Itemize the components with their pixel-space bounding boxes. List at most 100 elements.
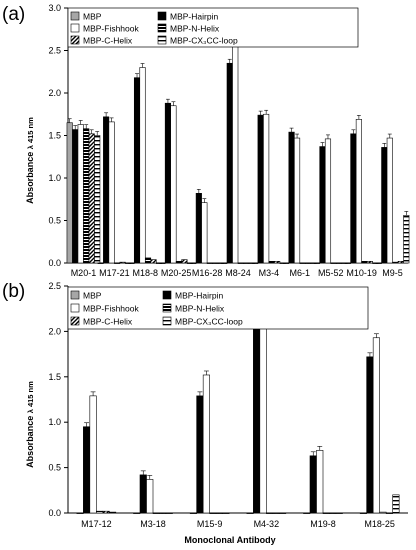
bar-mbp-n-helix-m8-24 <box>237 262 244 264</box>
bar-mbp-c-helix-m10-19 <box>366 260 373 264</box>
chart-panel-a: (a) 0.0 0.5 1.0 1.5 2.0 2.5 3.0 M20-1 M17-21 M18-8… <box>2 3 410 298</box>
bar-mbp-hairpin-m15-9 <box>196 395 204 514</box>
legend-box <box>67 286 369 330</box>
x-tick-label: M6-1 <box>290 268 311 278</box>
legend-box <box>67 7 359 48</box>
bar-mbp-hairpin-m8-24 <box>226 62 233 264</box>
bar-mbp-fishhook-m6-1 <box>294 137 301 264</box>
y-tick-label: 0.0 <box>48 258 61 268</box>
bar-mbp-fishhook-m17-12 <box>89 395 97 514</box>
bar-mbp-n-helix-m16-28 <box>206 262 213 264</box>
legend-swatch-mbp-n-helix <box>162 303 172 313</box>
bar-mbp-c-helix-m20-1 <box>88 133 95 264</box>
bar-mbp-c-helix-m6-1 <box>305 262 312 264</box>
bar-mbp-m3-18 <box>133 512 141 514</box>
bar-mbp-cx-cc-loop-m9-5 <box>403 215 410 264</box>
legend-swatch-mbp-c-helix <box>70 316 80 326</box>
bar-mbp-m20-1 <box>66 122 73 264</box>
bar-mbp-n-helix-m3-4 <box>268 260 275 264</box>
legend-swatch-mbp-n-helix <box>157 23 167 33</box>
bar-mbp-c-helix-m18-8 <box>150 259 157 264</box>
bar-mbp-n-helix-m20-25 <box>175 260 182 264</box>
x-tick-label: M17-21 <box>99 268 130 278</box>
bar-mbp-hairpin-m20-1 <box>72 129 79 264</box>
bar-mbp-m17-21 <box>97 262 104 264</box>
bar-mbp-hairpin-m9-5 <box>381 147 388 264</box>
bar-mbp-n-helix-m20-1 <box>83 128 90 264</box>
bar-mbp-n-helix-m18-8 <box>144 257 152 264</box>
bar-mbp-m16-28 <box>190 262 197 264</box>
legend-swatch-mbp <box>70 290 80 300</box>
x-tick-label: M20-1 <box>71 268 97 278</box>
legend-label-mbp-c-helix: MBP-C-Helix <box>83 317 133 327</box>
legend-label-mbp: MBP <box>83 12 102 22</box>
bar-mbp-m18-25 <box>359 512 367 514</box>
chart-panel-b: (b) 0.0 0.5 1.0 1.5 2.0 2.5 M17-12 M3-18 M15-9 M4-… <box>2 281 408 545</box>
bar-mbp-hairpin-m10-19 <box>350 133 357 264</box>
x-tick-label: M18-8 <box>133 268 159 278</box>
bar-mbp-n-helix-m17-21 <box>114 262 121 264</box>
bar-mbp-c-helix-m8-24 <box>243 262 250 264</box>
bar-mbp-m3-4 <box>252 262 259 264</box>
y-axis-label: Absorbance λ 415 nm <box>25 117 35 204</box>
bar-mbp-m8-24 <box>221 262 228 264</box>
y-tick-label: 1.5 <box>48 372 61 382</box>
x-tick-label: M10-19 <box>346 268 377 278</box>
bar-mbp-c-helix-m3-18 <box>159 512 167 514</box>
y-tick-label: 2.0 <box>48 326 61 336</box>
bar-mbp-m5-52 <box>313 262 321 264</box>
legend-label-mbp-n-helix: MBP-N-Helix <box>175 304 225 314</box>
legend-label-mbp-fishhook: MBP-Fishhook <box>83 24 139 34</box>
x-tick-label: M15-9 <box>197 519 223 529</box>
bar-mbp-m18-8 <box>128 262 135 264</box>
bar-mbp-hairpin-m20-25 <box>164 102 171 264</box>
bar-mbp-c-helix-m3-4 <box>274 260 281 264</box>
bar-mbp-fishhook-m18-8 <box>139 67 146 264</box>
bar-mbp-c-helix-m17-21 <box>119 261 126 264</box>
x-tick-label: M3-4 <box>259 268 280 278</box>
legend-swatch-mbp-fishhook <box>70 303 80 313</box>
legend-swatch-mbp-fishhook <box>70 23 80 33</box>
bar-mbp-fishhook-m5-52 <box>324 138 332 264</box>
bar-mbp-cx-cc-loop-m3-18 <box>165 512 173 514</box>
bar-mbp-cx-cc-loop-m4-32 <box>279 512 287 514</box>
bar-mbp-n-helix-m18-25 <box>379 511 387 514</box>
y-tick-label: 1.5 <box>48 131 61 141</box>
y-tick-label: 0.0 <box>48 508 61 518</box>
panel-label: (a) <box>2 4 25 25</box>
panel-label: (b) <box>2 281 25 302</box>
legend-label-mbp-n-helix: MBP-N-Helix <box>170 24 220 34</box>
x-tick-label: M8-24 <box>225 268 251 278</box>
bar-mbp-c-helix-m9-5 <box>397 260 404 264</box>
bar-mbp-c-helix-m16-28 <box>212 262 219 264</box>
bar-mbp-fishhook-m10-19 <box>355 119 362 264</box>
bar-mbp-c-helix-m17-12 <box>102 510 110 514</box>
legend-label-mbp-hairpin: MBP-Hairpin <box>175 291 223 301</box>
bar-mbp-hairpin-m6-1 <box>288 131 295 264</box>
bar-mbp-m20-25 <box>159 262 166 264</box>
bar-mbp-m6-1 <box>283 262 290 264</box>
bar-mbp-fishhook-m17-21 <box>108 121 115 264</box>
bar-mbp-hairpin-m3-4 <box>257 114 264 264</box>
bar-mbp-fishhook-m3-18 <box>146 479 154 514</box>
bar-mbp-fishhook-m18-25 <box>372 337 380 514</box>
legend-swatch-mbp-c-helix <box>70 35 80 45</box>
bar-mbp-hairpin-m17-21 <box>103 116 110 264</box>
y-tick-label: 0.5 <box>48 463 61 473</box>
bar-mbp-fishhook-m15-9 <box>202 374 210 514</box>
bar-mbp-n-helix-m17-12 <box>96 510 104 514</box>
bar-mbp-hairpin-m16-28 <box>195 193 202 264</box>
bar-mbp-m17-12 <box>76 512 84 514</box>
bar-mbp-fishhook-m4-32 <box>259 322 267 514</box>
x-tick-label: M19-8 <box>310 519 336 529</box>
x-tick-label: M9-5 <box>382 268 403 278</box>
bar-mbp-c-helix-m4-32 <box>272 512 280 514</box>
bar-mbp-cx-cc-loop-m15-9 <box>222 512 230 514</box>
legend-swatch-mbp-hairpin <box>162 290 172 300</box>
bar-mbp-n-helix-m10-19 <box>361 260 368 264</box>
x-tick-label: M3-18 <box>140 519 166 529</box>
bar-mbp-n-helix-m3-18 <box>152 512 160 514</box>
legend-swatch-mbp-cx-cc-loop <box>157 35 167 45</box>
bar-mbp-fishhook-m20-25 <box>170 105 177 264</box>
